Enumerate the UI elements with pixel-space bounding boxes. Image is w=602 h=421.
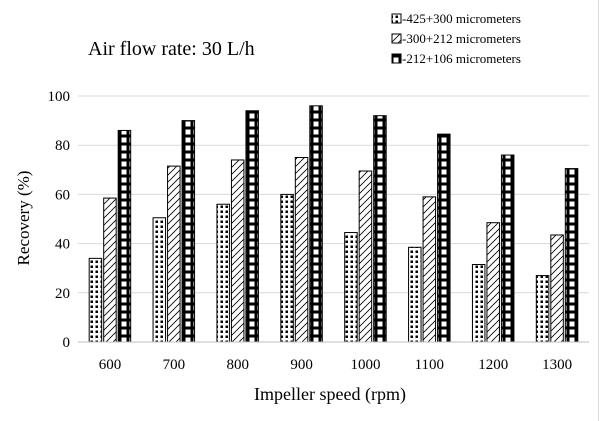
legend-label: -212+106 micrometers xyxy=(402,51,521,66)
bar-dots-600 xyxy=(88,257,103,343)
bar-grid-700 xyxy=(181,120,196,343)
y-tick-label: 20 xyxy=(55,286,70,302)
legend-swatch-diagonal xyxy=(391,33,402,44)
bar-dots-900 xyxy=(280,193,294,343)
y-tick-labels: 0 20 40 60 80 100 xyxy=(48,89,71,351)
x-axis-label: Impeller speed (rpm) xyxy=(254,384,406,405)
legend-label: -425+300 micrometers xyxy=(402,11,521,26)
chart-title: Air flow rate: 30 L/h xyxy=(88,38,255,60)
x-tick-label: 800 xyxy=(226,357,249,373)
x-tick-labels: 600 700 800 900 1000 1100 1200 1300 xyxy=(99,357,572,373)
bar-dots-1000 xyxy=(344,232,358,343)
x-tick-label: 1200 xyxy=(478,357,508,373)
y-axis-label: Recovery (%) xyxy=(14,171,33,266)
bar-grid-1300 xyxy=(564,168,579,343)
y-tick-label: 60 xyxy=(55,187,70,203)
x-tick-label: 1300 xyxy=(542,357,572,373)
y-tick-label: 0 xyxy=(63,335,71,351)
x-tick-label: 900 xyxy=(290,357,313,373)
bar-diagonal-600 xyxy=(103,197,117,343)
legend: -425+300 micrometers -300+212 micrometers… xyxy=(391,11,521,66)
bar-diagonal-800 xyxy=(230,159,245,343)
legend-swatch-dots xyxy=(391,13,402,24)
bars xyxy=(88,105,579,343)
bar-diagonal-1200 xyxy=(486,222,500,343)
bar-dots-700 xyxy=(152,217,167,343)
frame-right-edge xyxy=(598,0,599,421)
x-tick-label: 1000 xyxy=(350,357,380,373)
legend-label: -300+212 micrometers xyxy=(402,31,521,46)
bar-grid-900 xyxy=(309,105,323,343)
x-tick-label: 700 xyxy=(163,357,186,373)
bar-grid-1100 xyxy=(437,133,451,343)
x-tick-label: 600 xyxy=(99,357,122,373)
bar-dots-800 xyxy=(216,203,230,343)
y-tick-label: 40 xyxy=(55,237,70,253)
bar-grid-600 xyxy=(117,129,132,343)
y-tick-label: 100 xyxy=(48,89,71,105)
bar-grid-800 xyxy=(245,110,259,343)
bar-diagonal-900 xyxy=(294,157,309,343)
bar-grid-1200 xyxy=(500,154,515,343)
bar-dots-1300 xyxy=(535,275,550,343)
legend-swatch-grid xyxy=(391,53,402,64)
bar-dots-1100 xyxy=(408,246,422,343)
bar-diagonal-1000 xyxy=(358,170,373,343)
y-tick-label: 80 xyxy=(55,138,70,154)
bar-dots-1200 xyxy=(471,264,486,343)
bar-grid-1000 xyxy=(373,115,387,343)
x-tick-label: 1100 xyxy=(415,357,444,373)
bar-diagonal-700 xyxy=(167,165,181,343)
bar-diagonal-1100 xyxy=(422,196,437,343)
bar-diagonal-1300 xyxy=(550,234,564,343)
